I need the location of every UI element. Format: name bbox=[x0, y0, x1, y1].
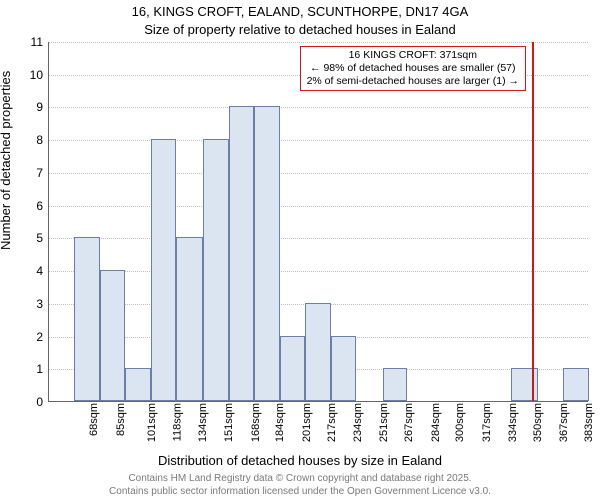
x-tick-label: 251sqm bbox=[379, 403, 391, 442]
annotation-line: 2% of semi-detached houses are larger (1… bbox=[307, 75, 519, 88]
x-tick-label: 300sqm bbox=[455, 403, 467, 442]
reference-line bbox=[532, 42, 534, 401]
x-tick-label: 350sqm bbox=[532, 403, 544, 442]
chart-footer: Contains HM Land Registry data © Crown c… bbox=[0, 473, 600, 498]
chart-title-line1: 16, KINGS CROFT, EALAND, SCUNTHORPE, DN1… bbox=[0, 4, 600, 19]
y-tick-label: 4 bbox=[36, 264, 49, 278]
y-tick-label: 3 bbox=[36, 297, 49, 311]
gridline bbox=[49, 42, 588, 43]
y-tick-label: 6 bbox=[36, 199, 49, 213]
x-tick-label: 101sqm bbox=[146, 403, 158, 442]
histogram-bar bbox=[563, 368, 589, 401]
y-tick-label: 0 bbox=[36, 395, 49, 409]
histogram-bar bbox=[331, 336, 356, 401]
x-tick-label: 85sqm bbox=[115, 403, 127, 436]
y-axis-label: Number of detached properties bbox=[0, 71, 13, 250]
x-tick-label: 151sqm bbox=[223, 403, 235, 442]
footer-line2: Contains public sector information licen… bbox=[109, 486, 491, 497]
histogram-bar bbox=[229, 106, 254, 401]
plot-area: 0123456789101168sqm85sqm101sqm118sqm134s… bbox=[48, 42, 588, 402]
x-tick-label: 267sqm bbox=[403, 403, 415, 442]
x-tick-label: 317sqm bbox=[481, 403, 493, 442]
y-tick-label: 7 bbox=[36, 166, 49, 180]
histogram-bar bbox=[383, 368, 408, 401]
x-tick-label: 168sqm bbox=[250, 403, 262, 442]
gridline bbox=[49, 173, 588, 174]
histogram-bar bbox=[151, 139, 176, 401]
y-tick-label: 11 bbox=[31, 35, 49, 49]
histogram-bar bbox=[305, 303, 331, 401]
gridline bbox=[49, 271, 588, 272]
y-tick-label: 10 bbox=[30, 68, 49, 82]
histogram-bar bbox=[511, 368, 537, 401]
gridline bbox=[49, 107, 588, 108]
x-axis-label: Distribution of detached houses by size … bbox=[0, 453, 600, 468]
x-tick-label: 284sqm bbox=[430, 403, 442, 442]
histogram-bar bbox=[74, 237, 100, 401]
y-tick-label: 5 bbox=[36, 231, 49, 245]
x-tick-label: 334sqm bbox=[507, 403, 519, 442]
gridline bbox=[49, 206, 588, 207]
footer-line1: Contains HM Land Registry data © Crown c… bbox=[128, 473, 471, 484]
y-tick-label: 1 bbox=[36, 362, 49, 376]
x-tick-label: 383sqm bbox=[583, 403, 595, 442]
histogram-chart: 16, KINGS CROFT, EALAND, SCUNTHORPE, DN1… bbox=[0, 0, 600, 500]
histogram-bar bbox=[280, 336, 305, 401]
annotation-box: 16 KINGS CROFT: 371sqm← 98% of detached … bbox=[300, 46, 526, 91]
chart-title-line2: Size of property relative to detached ho… bbox=[0, 22, 600, 37]
y-tick-label: 2 bbox=[36, 330, 49, 344]
histogram-bar bbox=[100, 270, 125, 401]
annotation-line: ← 98% of detached houses are smaller (57… bbox=[307, 62, 519, 75]
y-tick-label: 8 bbox=[36, 133, 49, 147]
histogram-bar bbox=[203, 139, 229, 401]
x-tick-label: 68sqm bbox=[88, 403, 100, 436]
x-tick-label: 118sqm bbox=[171, 403, 183, 441]
x-tick-label: 201sqm bbox=[301, 403, 313, 442]
x-tick-label: 184sqm bbox=[275, 403, 287, 442]
x-tick-label: 134sqm bbox=[197, 403, 209, 442]
histogram-bar bbox=[254, 106, 280, 401]
histogram-bar bbox=[176, 237, 202, 401]
x-tick-label: 234sqm bbox=[352, 403, 364, 442]
gridline bbox=[49, 238, 588, 239]
histogram-bar bbox=[125, 368, 151, 401]
annotation-line: 16 KINGS CROFT: 371sqm bbox=[307, 49, 519, 62]
x-tick-label: 367sqm bbox=[559, 403, 571, 442]
x-tick-label: 217sqm bbox=[326, 403, 338, 442]
gridline bbox=[49, 140, 588, 141]
y-tick-label: 9 bbox=[36, 100, 49, 114]
